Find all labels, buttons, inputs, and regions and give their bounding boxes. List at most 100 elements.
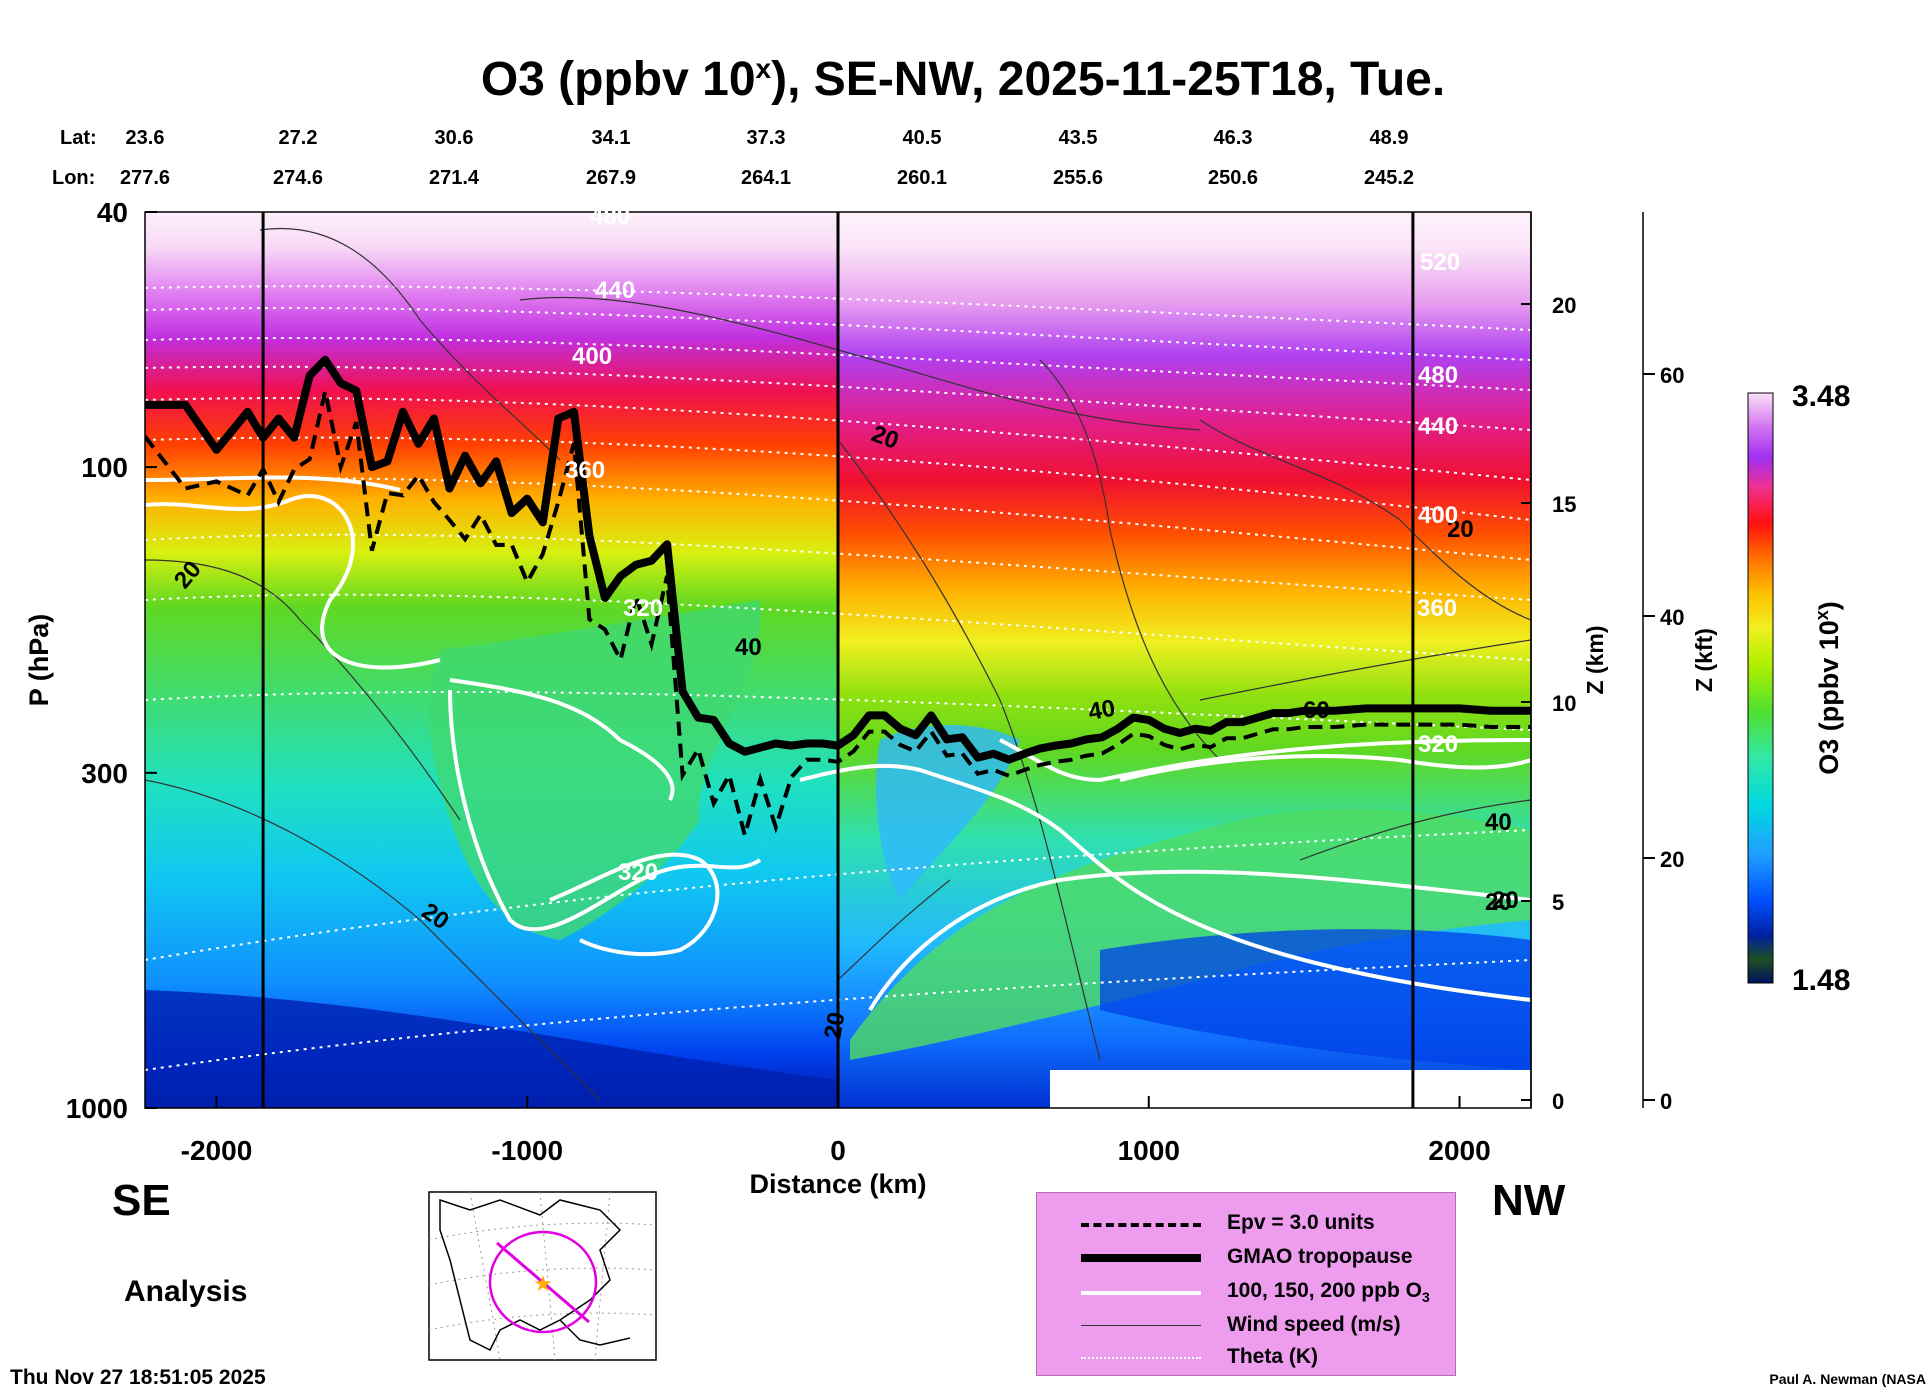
map-coastline-south bbox=[559, 1319, 631, 1346]
y-tick-label-1: 300 bbox=[81, 758, 128, 789]
x-axis: -2000 -1000 0 1000 2000 bbox=[181, 1096, 1491, 1166]
wind-label-10: 20 bbox=[1492, 887, 1519, 914]
lat-value-1: 27.2 bbox=[279, 127, 318, 149]
wind-label-8: 40 bbox=[1485, 809, 1512, 836]
x-tick-label-3: 1000 bbox=[1118, 1135, 1180, 1166]
inset-map: ★ bbox=[428, 1191, 657, 1361]
direction-se: SE bbox=[112, 1176, 171, 1225]
z-kft-label: Z (kft) bbox=[1691, 628, 1717, 692]
lat-value-0: 23.6 bbox=[126, 127, 165, 149]
below-surface bbox=[1050, 1070, 1531, 1108]
legend-ozone: 100, 150, 200 ppb O3 bbox=[1037, 1277, 1455, 1307]
epv-line bbox=[145, 390, 1531, 843]
y-axis-label: P (hPa) bbox=[24, 614, 54, 707]
theta-label-4: 320 bbox=[623, 595, 663, 622]
z-kft-tick-label-3: 60 bbox=[1660, 363, 1684, 388]
theta-label-3: 360 bbox=[565, 457, 605, 484]
legend-tropopause-label: GMAO tropopause bbox=[1227, 1245, 1413, 1268]
lat-value-2: 30.6 bbox=[435, 127, 474, 149]
lon-value-6: 255.6 bbox=[1053, 167, 1103, 189]
z-km-tick-label-1: 5 bbox=[1552, 890, 1564, 915]
legend-ozone-swatch bbox=[1081, 1291, 1201, 1295]
legend-epv-swatch bbox=[1081, 1223, 1201, 1227]
z-km-tick-label-2: 10 bbox=[1552, 691, 1576, 716]
lat-value-7: 46.3 bbox=[1214, 127, 1253, 149]
map-range-circle bbox=[488, 1230, 598, 1334]
lon-value-2: 271.4 bbox=[429, 167, 480, 189]
y-axis: 1000 300 100 40 bbox=[66, 197, 157, 1124]
lat-value-3: 34.1 bbox=[592, 127, 631, 149]
colorbar-title: O3 (ppbv 10x) bbox=[1812, 601, 1844, 775]
chart-title: O3 (ppbv 10x), SE-NW, 2025-11-25T18, Tue… bbox=[480, 53, 1446, 106]
theta-label-5: 320 bbox=[618, 859, 658, 886]
legend-epv-label: Epv = 3.0 units bbox=[1227, 1211, 1375, 1234]
wind-label-2: 20 bbox=[819, 1010, 850, 1041]
lat-lon-header: Lat: Lon: 23.6 277.6 27.2 274.6 30.6 271.4 34.1 2… bbox=[52, 127, 1414, 189]
legend-box: Epv = 3.0 units GMAO tropopause 100, 150… bbox=[1036, 1192, 1456, 1376]
colorbar-min: 1.48 bbox=[1792, 964, 1850, 997]
vertical-markers bbox=[261, 212, 1415, 1108]
x-tick-label-1: -1000 bbox=[491, 1135, 563, 1166]
wind-label-7: 20 bbox=[1485, 889, 1512, 916]
lat-label: Lat: bbox=[60, 127, 97, 149]
map-graticule bbox=[428, 1191, 657, 1361]
y-tick-label-0: 1000 bbox=[66, 1093, 128, 1124]
credit: Paul A. Newman (NASA bbox=[1769, 1371, 1926, 1387]
x-tick-label-2: 0 bbox=[830, 1135, 846, 1166]
wind-label-5: 40 bbox=[735, 634, 762, 661]
theta-label-9: 520 bbox=[1420, 249, 1460, 276]
colorbar-max: 3.48 bbox=[1792, 380, 1850, 413]
green-tongue-east bbox=[850, 809, 1531, 1060]
legend-wind-swatch bbox=[1081, 1325, 1201, 1326]
z-kft-tick-label-0: 0 bbox=[1660, 1089, 1672, 1114]
legend-theta-swatch bbox=[1081, 1357, 1201, 1359]
colorbar: 3.48 1.48 O3 (ppbv 10x) bbox=[1747, 380, 1850, 997]
y-tick-label-2: 100 bbox=[81, 452, 128, 483]
legend-theta-label: Theta (K) bbox=[1227, 1345, 1318, 1368]
mode-label: Analysis bbox=[124, 1275, 248, 1308]
legend-epv: Epv = 3.0 units bbox=[1037, 1209, 1455, 1239]
legend-tropopause-swatch bbox=[1081, 1254, 1201, 1262]
theta-label-7: 440 bbox=[1418, 413, 1458, 440]
x-tick-label-0: -2000 bbox=[181, 1135, 253, 1166]
wind-label-9: 20 bbox=[1447, 516, 1474, 543]
lon-value-1: 274.6 bbox=[273, 167, 323, 189]
lat-value-6: 43.5 bbox=[1059, 127, 1098, 149]
theta-label-2: 400 bbox=[572, 343, 612, 370]
theta-label-10: 360 bbox=[1417, 595, 1457, 622]
lon-value-3: 267.9 bbox=[586, 167, 636, 189]
z-km-label: Z (km) bbox=[1582, 626, 1608, 695]
blue-band-west bbox=[145, 990, 838, 1108]
theta-label-11: 320 bbox=[1418, 731, 1458, 758]
wind-label-6: 60 bbox=[1303, 697, 1330, 724]
z-kft-tick-label-2: 40 bbox=[1660, 605, 1684, 630]
map-star-icon: ★ bbox=[533, 1271, 553, 1296]
z-km-tick-label-0: 0 bbox=[1552, 1089, 1564, 1114]
z-km-tick-label-3: 15 bbox=[1552, 492, 1576, 517]
wind-label-3: 40 bbox=[1086, 695, 1117, 726]
theta-label-8: 480 bbox=[1418, 362, 1458, 389]
z-kft-axis: 0 20 40 60 bbox=[1642, 212, 1684, 1114]
legend-theta: Theta (K) bbox=[1037, 1343, 1455, 1373]
x-tick-label-4: 2000 bbox=[1428, 1135, 1490, 1166]
lon-value-0: 277.6 bbox=[120, 167, 170, 189]
lon-value-5: 260.1 bbox=[897, 167, 947, 189]
legend-tropopause: GMAO tropopause bbox=[1037, 1243, 1455, 1273]
lon-value-8: 245.2 bbox=[1364, 167, 1414, 189]
theta-label-1: 440 bbox=[595, 277, 635, 304]
z-km-axis: 0 5 10 15 20 bbox=[1521, 212, 1576, 1114]
ozone-field bbox=[145, 212, 1531, 1108]
lon-value-7: 250.6 bbox=[1208, 167, 1258, 189]
legend-wind-label: Wind speed (m/s) bbox=[1227, 1313, 1401, 1336]
colorbar-gradient bbox=[1747, 392, 1774, 984]
direction-nw: NW bbox=[1492, 1176, 1566, 1225]
x-axis-label: Distance (km) bbox=[749, 1169, 926, 1199]
lat-value-4: 37.3 bbox=[747, 127, 786, 149]
lon-label: Lon: bbox=[52, 167, 95, 189]
tropopause-line bbox=[145, 355, 1531, 764]
lon-value-4: 264.1 bbox=[741, 167, 791, 189]
blue-band-east bbox=[1100, 929, 1531, 1070]
theta-labels: 480 440 400 360 320 320 400 440 480 520 360 320 bbox=[565, 203, 1460, 886]
z-kft-tick-label-1: 20 bbox=[1660, 847, 1684, 872]
